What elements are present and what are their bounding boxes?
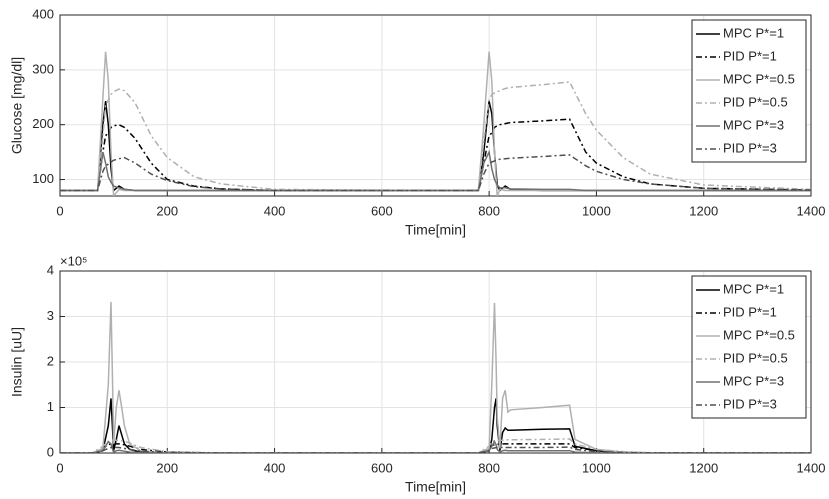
- x-axis-label: Time[min]: [405, 479, 466, 495]
- legend-box: [691, 275, 807, 419]
- y-tick-label: 300: [32, 61, 54, 76]
- x-tick-label: 0: [56, 203, 63, 218]
- x-tick-label: 200: [156, 203, 178, 218]
- x-tick-label: 1200: [689, 460, 718, 475]
- x-tick-label: 600: [371, 460, 393, 475]
- legend-label: PID P*=1: [723, 48, 777, 63]
- legend-box: [691, 19, 807, 163]
- x-tick-label: 400: [264, 203, 286, 218]
- series-line: [60, 438, 811, 453]
- series-line: [60, 443, 811, 453]
- legend-label: MPC P*=1: [723, 25, 784, 40]
- y-tick-label: 4: [47, 262, 54, 277]
- y-tick-label: 200: [32, 116, 54, 131]
- x-tick-label: 1400: [797, 203, 826, 218]
- plot-area: [60, 15, 811, 196]
- x-tick-label: 1000: [582, 460, 611, 475]
- y-tick-label: 3: [47, 308, 54, 323]
- legend-label: MPC P*=3: [723, 117, 784, 132]
- y-tick-label: 2: [47, 353, 54, 368]
- series-line: [60, 118, 811, 192]
- legend-label: MPC P*=1: [723, 281, 784, 296]
- y-axis-label: Insulin [uU]: [9, 327, 25, 397]
- legend-label: PID P*=0.5: [723, 350, 788, 365]
- legend-label: PID P*=3: [723, 396, 777, 411]
- y-tick-label: 1: [47, 399, 54, 414]
- x-tick-label: 200: [156, 460, 178, 475]
- y-exponent: ×10⁵: [60, 253, 87, 268]
- legend-label: PID P*=1: [723, 304, 777, 319]
- legend-label: MPC P*=3: [723, 373, 784, 388]
- legend-label: PID P*=3: [723, 140, 777, 155]
- y-tick-label: 0: [47, 444, 54, 459]
- series-line: [60, 446, 811, 453]
- series-line: [60, 149, 811, 192]
- y-axis-label: Glucose [mg/dl]: [9, 57, 25, 154]
- y-tick-label: 100: [32, 171, 54, 186]
- x-tick-label: 1000: [582, 203, 611, 218]
- legend-label: PID P*=0.5: [723, 94, 788, 109]
- legend-label: MPC P*=0.5: [723, 327, 795, 342]
- series-line: [60, 154, 811, 192]
- x-tick-label: 400: [264, 460, 286, 475]
- x-tick-label: 1400: [797, 460, 826, 475]
- x-tick-label: 800: [478, 460, 500, 475]
- series-line: [60, 301, 811, 453]
- x-tick-label: 0: [56, 460, 63, 475]
- y-tick-label: 400: [32, 6, 54, 21]
- x-tick-label: 800: [478, 203, 500, 218]
- x-tick-label: 600: [371, 203, 393, 218]
- x-tick-label: 1200: [689, 203, 718, 218]
- axes-box: [59, 14, 812, 197]
- x-axis-label: Time[min]: [405, 222, 466, 238]
- legend-label: MPC P*=0.5: [723, 71, 795, 86]
